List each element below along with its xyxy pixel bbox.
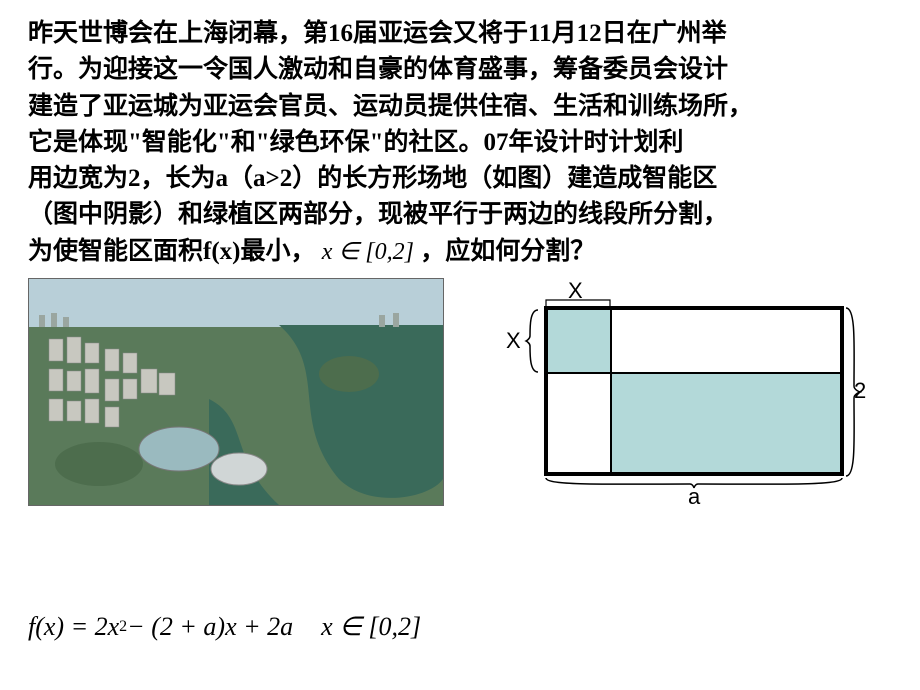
text-line-1: 昨天世博会在上海闭幕，第16届亚运会又将于11月12日在广州举 bbox=[28, 16, 892, 52]
content-row: X X 2 a bbox=[28, 278, 892, 538]
aerial-photo bbox=[28, 278, 444, 506]
text-line-7: 为使智能区面积f(x)最小， x ∈ [0,2] ，应如何分割？ bbox=[28, 234, 892, 270]
brace-2-right bbox=[844, 306, 862, 478]
formula: f(x) = 2x2 − (2 + a)x + 2a x ∈ [0,2] bbox=[28, 612, 421, 642]
text-line-4: 它是体现"智能化"和"绿色环保"的社区。07年设计时计划利 bbox=[28, 125, 892, 161]
label-x-left: X bbox=[506, 328, 521, 354]
text-line-6: （图中阴影）和绿植区两部分，现被平行于两边的线段所分割， bbox=[28, 197, 892, 233]
text-line-3: 建造了亚运城为亚运会官员、运动员提供住宿、生活和训练场所， bbox=[28, 89, 892, 125]
underbrace-a bbox=[544, 476, 844, 490]
tick-x-top bbox=[544, 298, 614, 308]
rectangle-diagram: X X 2 a bbox=[504, 278, 864, 538]
outer-rect bbox=[544, 306, 844, 476]
formula-domain: x ∈ [0,2] bbox=[321, 612, 421, 642]
formula-sq: 2 bbox=[119, 618, 127, 636]
horizontal-split bbox=[544, 372, 844, 374]
formula-mid: − (2 + a)x + 2a bbox=[127, 612, 293, 642]
text-7b-domain: x ∈ [0,2] bbox=[322, 239, 414, 265]
text-7a: 为使智能区面积f(x)最小， bbox=[28, 238, 315, 265]
vertical-split bbox=[610, 306, 612, 476]
text-7c: ，应如何分割？ bbox=[420, 238, 595, 265]
problem-text: 昨天世博会在上海闭幕，第16届亚运会又将于11月12日在广州举 行。为迎接这一令… bbox=[28, 16, 892, 270]
formula-fx: f(x) = 2x bbox=[28, 612, 119, 642]
text-line-2: 行。为迎接这一令国人激动和自豪的体育盛事，筹备委员会设计 bbox=[28, 52, 892, 88]
photo-svg bbox=[29, 279, 443, 505]
text-line-5: 用边宽为2，长为a（a>2）的长方形场地（如图）建造成智能区 bbox=[28, 161, 892, 197]
slide: 昨天世博会在上海闭幕，第16届亚运会又将于11月12日在广州举 行。为迎接这一令… bbox=[0, 0, 920, 690]
brace-x-left bbox=[524, 308, 542, 374]
